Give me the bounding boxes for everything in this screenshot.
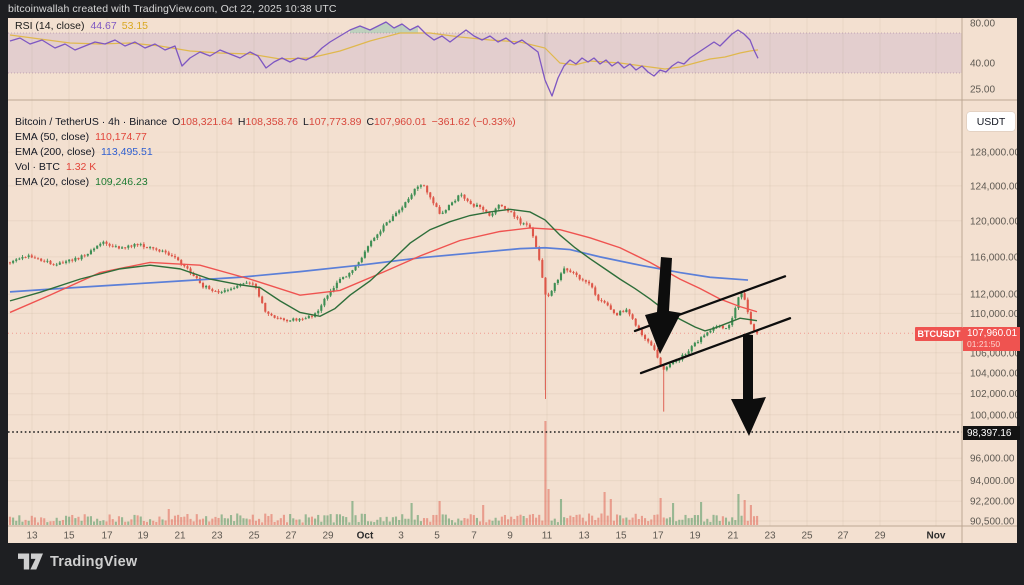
last-price-label: 107,960.01 01:21:50 <box>963 327 1020 351</box>
svg-text:7: 7 <box>471 531 477 542</box>
chart-panel: 80.00 40.00 25.00 128,000.00 124,000.00 120,0… <box>8 18 1020 543</box>
svg-text:29: 29 <box>874 531 886 542</box>
symbol-title: Bitcoin / TetherUS · 4h · Binance <box>15 116 168 128</box>
svg-text:102,000.00: 102,000.00 <box>970 389 1017 400</box>
chart-canvas[interactable]: 80.00 40.00 25.00 128,000.00 124,000.00 120,0… <box>8 18 1017 543</box>
rsi-ma-value: 53.15 <box>121 20 149 32</box>
svg-text:13: 13 <box>26 531 38 542</box>
pullback-arrow <box>645 257 681 354</box>
volume-legend-row[interactable]: Vol · BTC 1.32 K <box>15 161 97 173</box>
svg-text:9: 9 <box>507 531 513 542</box>
drawings <box>633 257 792 436</box>
ema200-line <box>9 246 749 293</box>
svg-text:15: 15 <box>615 531 627 542</box>
ema50-value: 110,174.77 <box>95 131 147 143</box>
tradingview-wordmark: TradingView <box>50 553 138 570</box>
currency-toggle-button[interactable]: USDT <box>967 112 1015 131</box>
svg-text:90,500.00: 90,500.00 <box>970 517 1015 528</box>
svg-text:92,200.00: 92,200.00 <box>970 497 1015 508</box>
gridlines <box>8 18 962 526</box>
volume-bars <box>8 421 759 525</box>
svg-text:17: 17 <box>652 531 664 542</box>
rsi-value: 44.67 <box>90 20 117 32</box>
svg-text:15: 15 <box>63 531 75 542</box>
ohlc-values: O108,321.64 H108,358.76 L107,773.89 C107,96… <box>172 116 427 128</box>
svg-text:21: 21 <box>727 531 739 542</box>
svg-text:25: 25 <box>248 531 260 542</box>
rsi-legend[interactable]: RSI (14, close) 44.67 53.15 <box>15 20 148 32</box>
svg-text:94,000.00: 94,000.00 <box>970 476 1015 487</box>
svg-text:19: 19 <box>689 531 701 542</box>
ema200-legend-row[interactable]: EMA (200, close) 113,495.51 <box>15 146 153 158</box>
symbol-price-tag: BTCUSDT <box>915 327 963 341</box>
svg-text:5: 5 <box>434 531 440 542</box>
channel-lower-line <box>639 317 792 375</box>
svg-text:25: 25 <box>801 531 813 542</box>
svg-text:23: 23 <box>211 531 223 542</box>
ema50-legend-row[interactable]: EMA (50, close) 110,174.77 <box>15 131 147 143</box>
svg-text:23: 23 <box>764 531 776 542</box>
time-axis: 13 15 17 19 21 23 25 27 29 Oct 3 5 7 9 11 13 15 17 19 21 23 2… <box>26 531 945 542</box>
svg-text:96,000.00: 96,000.00 <box>970 454 1015 465</box>
svg-text:13: 13 <box>578 531 590 542</box>
volume-value: 1.32 K <box>65 161 97 173</box>
svg-text:11: 11 <box>542 531 553 542</box>
symbol-legend-row[interactable]: Bitcoin / TetherUS · 4h · Binance O108,32… <box>15 115 516 130</box>
svg-text:Oct: Oct <box>357 531 374 542</box>
breakdown-arrow <box>731 334 766 436</box>
svg-text:110,000.00: 110,000.00 <box>970 309 1017 320</box>
target-price-label: 98,397.16 <box>963 426 1020 440</box>
close-value: 107,960.01 <box>374 116 427 128</box>
svg-text:Nov: Nov <box>927 531 946 542</box>
ema20-value: 109,246.23 <box>95 176 148 188</box>
share-title: bitcoinwallah created with TradingView.c… <box>8 3 337 15</box>
svg-text:128,000.00: 128,000.00 <box>970 148 1017 159</box>
low-value: 107,773.89 <box>308 116 362 128</box>
svg-text:3: 3 <box>398 531 404 542</box>
ema50-line <box>9 227 758 314</box>
svg-text:104,000.00: 104,000.00 <box>970 369 1017 380</box>
tradingview-logo[interactable]: TradingView <box>18 553 137 570</box>
svg-text:19: 19 <box>137 531 149 542</box>
svg-text:106,000.00: 106,000.00 <box>970 348 1017 359</box>
high-value: 108,358.76 <box>245 116 299 128</box>
svg-text:124,000.00: 124,000.00 <box>970 181 1017 192</box>
svg-text:25.00: 25.00 <box>970 85 995 96</box>
svg-text:116,000.00: 116,000.00 <box>970 252 1017 263</box>
ema20-legend-row[interactable]: EMA (20, close) 109,246.23 <box>15 176 148 188</box>
change-value: −361.62 (−0.33%) <box>431 116 516 128</box>
tradingview-icon <box>18 553 43 570</box>
last-price-value: 107,960.01 <box>967 328 1018 339</box>
svg-text:112,000.00: 112,000.00 <box>970 290 1017 301</box>
rsi-plot <box>9 21 759 97</box>
svg-text:80.00: 80.00 <box>970 19 995 30</box>
open-value: 108,321.64 <box>180 116 233 128</box>
bar-countdown: 01:21:50 <box>967 339 1001 349</box>
rsi-legend-label: RSI (14, close) <box>15 20 85 32</box>
svg-text:27: 27 <box>285 531 297 542</box>
svg-text:40.00: 40.00 <box>970 59 995 70</box>
main-legend: Bitcoin / TetherUS · 4h · Binance O108,32… <box>15 115 516 190</box>
svg-text:120,000.00: 120,000.00 <box>970 216 1017 227</box>
svg-text:100,000.00: 100,000.00 <box>970 410 1017 421</box>
ema200-value: 113,495.51 <box>100 146 153 158</box>
svg-text:17: 17 <box>101 531 113 542</box>
svg-text:27: 27 <box>837 531 849 542</box>
price-axis: 80.00 40.00 25.00 128,000.00 124,000.00 120,0… <box>970 19 1017 528</box>
svg-text:29: 29 <box>322 531 334 542</box>
svg-text:21: 21 <box>174 531 186 542</box>
